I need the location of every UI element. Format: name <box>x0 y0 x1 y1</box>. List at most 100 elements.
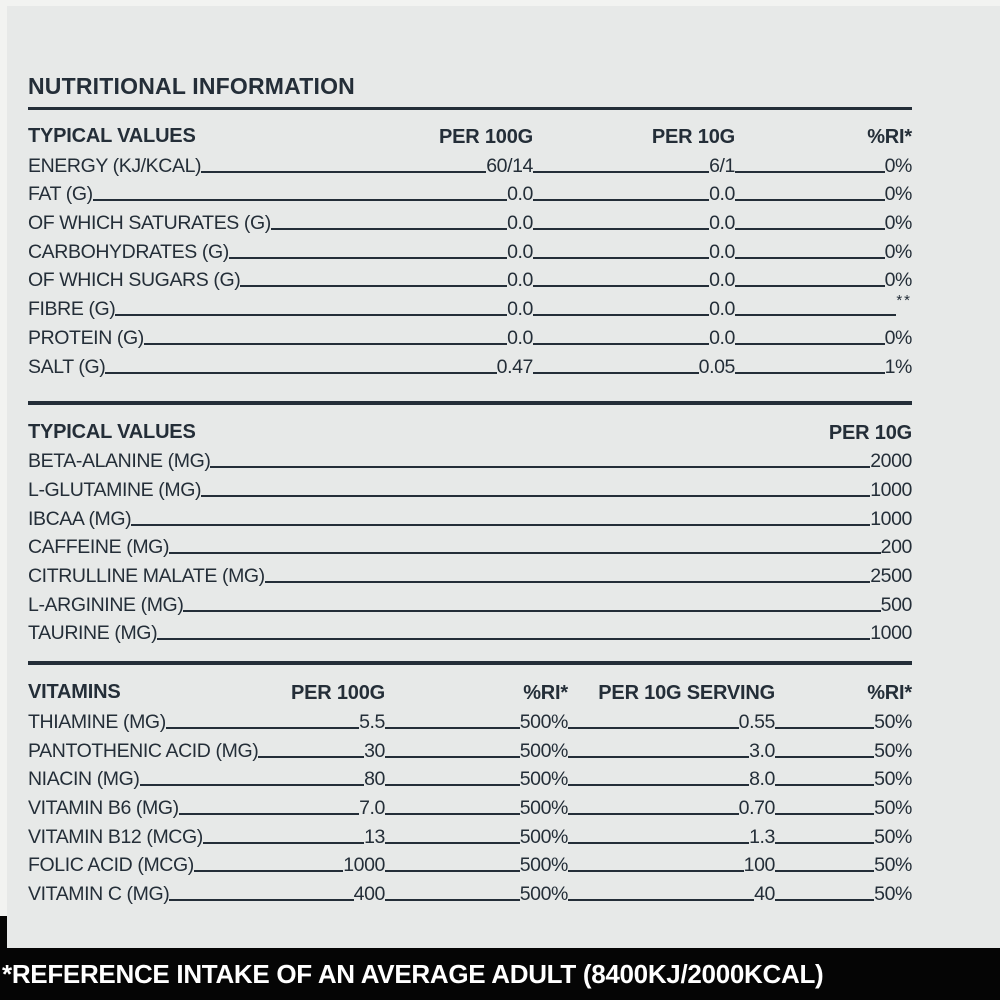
leader-line <box>131 523 871 526</box>
row-cell: 0.0 <box>533 183 735 205</box>
row-label: TAURINE (MG) <box>28 622 158 645</box>
table-row: L-GLUTAMINE (MG) 1000 <box>28 472 912 501</box>
row-cell: 0.0 <box>533 212 735 234</box>
row-cell: 0% <box>735 241 912 263</box>
leader-line <box>735 314 897 317</box>
leader-line <box>385 813 520 816</box>
column-header: PER 100G <box>196 126 533 148</box>
row-value: 50% <box>874 797 912 820</box>
row-label: OF WHICH SATURATES (G) <box>28 212 271 235</box>
row-cell: 50% <box>775 711 912 733</box>
leader-line <box>105 371 497 374</box>
column-header-label: %RI* <box>523 682 568 705</box>
row-cell: 100 <box>568 854 775 876</box>
row-cell: 1000 <box>157 622 912 644</box>
row-cell: 0.0 <box>270 212 533 235</box>
row-value: 200 <box>880 536 913 559</box>
row-cell: 0.0 <box>533 241 735 263</box>
column-header-label: %RI* <box>867 682 912 705</box>
row-cell: 0% <box>735 327 912 349</box>
table-row: CITRULLINE MALATE (MG) 2500 <box>28 558 912 587</box>
leader-line <box>385 755 520 758</box>
leader-line <box>775 784 875 787</box>
row-value: 500 <box>880 593 913 616</box>
row-label: VITAMIN B12 (MCG) <box>28 825 203 848</box>
row-value: 0.05 <box>698 355 736 378</box>
label-left-edge <box>0 0 7 916</box>
table-row: OF WHICH SUGARS (G) 0.0 0.0 0% <box>28 263 912 291</box>
row-cell: 500% <box>385 883 568 905</box>
row-value: 0.0 <box>709 298 735 321</box>
row-cell: 0.47 <box>105 356 533 378</box>
table-row: CARBOHYDRATES (G) 0.0 0.0 0% <box>28 234 912 263</box>
column-header-label: %RI* <box>867 126 912 148</box>
table-row: SALT (G) 0.47 0.05 1% <box>28 349 912 378</box>
leader-line <box>533 342 710 345</box>
row-label: BETA-ALANINE (MG) <box>28 450 211 473</box>
row-cell: 3.0 <box>568 740 775 762</box>
row-value: 30 <box>364 739 385 762</box>
row-value: 1000 <box>870 478 912 501</box>
leader-line <box>735 199 885 202</box>
leader-line <box>735 285 885 288</box>
table-row: OF WHICH SATURATES (G) 0.0 0.0 0% <box>28 205 912 234</box>
column-header-label: PER 10G <box>828 421 912 444</box>
leader-line <box>258 755 365 758</box>
page-title: NUTRITIONAL INFORMATION <box>28 73 355 99</box>
leader-line <box>385 841 520 844</box>
table-row: ENERGY (KJ/KCAL) 60/14 6/1 0% <box>28 148 912 177</box>
row-value: 0.0 <box>507 212 533 235</box>
leader-line <box>139 784 365 787</box>
table-row: THIAMINE (MG) 5.5 500% 0.55 50% <box>28 704 912 733</box>
row-value: 1% <box>884 355 913 378</box>
table-row: L-ARGININE (MG) 500 <box>28 587 912 616</box>
row-label: CITRULLINE MALATE (MG) <box>28 564 265 587</box>
row-cell: 1% <box>735 356 912 378</box>
table-row: VITAMIN B6 (MG) 7.0 500% 0.70 50% <box>28 790 912 819</box>
row-cell: 80 <box>139 768 385 790</box>
leader-line <box>228 256 508 259</box>
row-value: ** <box>896 292 912 310</box>
row-value: 3.0 <box>749 739 775 762</box>
leader-line <box>264 580 871 583</box>
column-header: %RI* <box>775 682 912 704</box>
table-row: FIBRE (G) 0.0 0.0 ** <box>28 291 912 320</box>
row-value: 50% <box>874 768 912 791</box>
row-value: 50% <box>874 854 912 877</box>
row-value: 5.5 <box>359 711 385 733</box>
column-header-label: PER 100G <box>438 126 533 148</box>
row-cell: 1000 <box>131 508 912 530</box>
row-cell: 0.05 <box>533 356 735 378</box>
row-value: 7.0 <box>359 797 385 820</box>
row-cell: 200 <box>169 536 912 558</box>
row-value: 500% <box>519 825 569 848</box>
leader-line <box>533 228 710 231</box>
table-row: FOLIC ACID (MCG) 1000 500% 100 50% <box>28 848 912 876</box>
leader-line <box>735 228 885 231</box>
row-cell: 7.0 <box>178 797 385 820</box>
leader-line <box>270 228 508 231</box>
table-row: NIACIN (MG) 80 500% 8.0 50% <box>28 762 912 791</box>
leader-line <box>775 870 875 873</box>
leader-line <box>568 899 755 902</box>
row-value: 0.0 <box>709 212 735 235</box>
leader-line <box>568 841 750 844</box>
leader-line <box>143 342 508 345</box>
row-cell: 50% <box>775 854 912 876</box>
row-value: 40 <box>754 883 775 906</box>
table-title: TYPICAL VALUES <box>28 420 196 443</box>
leader-line <box>385 870 520 873</box>
row-cell: 0% <box>735 183 912 205</box>
row-cell: 6/1 <box>533 155 735 177</box>
leader-line <box>735 170 885 173</box>
row-value: 2500 <box>870 564 912 587</box>
row-label: PANTOTHENIC ACID (MG) <box>28 739 259 762</box>
row-value: 0.70 <box>738 797 776 820</box>
row-label: L-GLUTAMINE (MG) <box>28 478 202 501</box>
column-header: PER 10G <box>196 422 912 444</box>
row-label: FIBRE (G) <box>28 298 116 321</box>
row-value: 50% <box>874 711 912 733</box>
row-value: 8.0 <box>749 768 775 791</box>
row-value: 60/14 <box>486 154 533 177</box>
row-value: 500% <box>519 883 569 906</box>
